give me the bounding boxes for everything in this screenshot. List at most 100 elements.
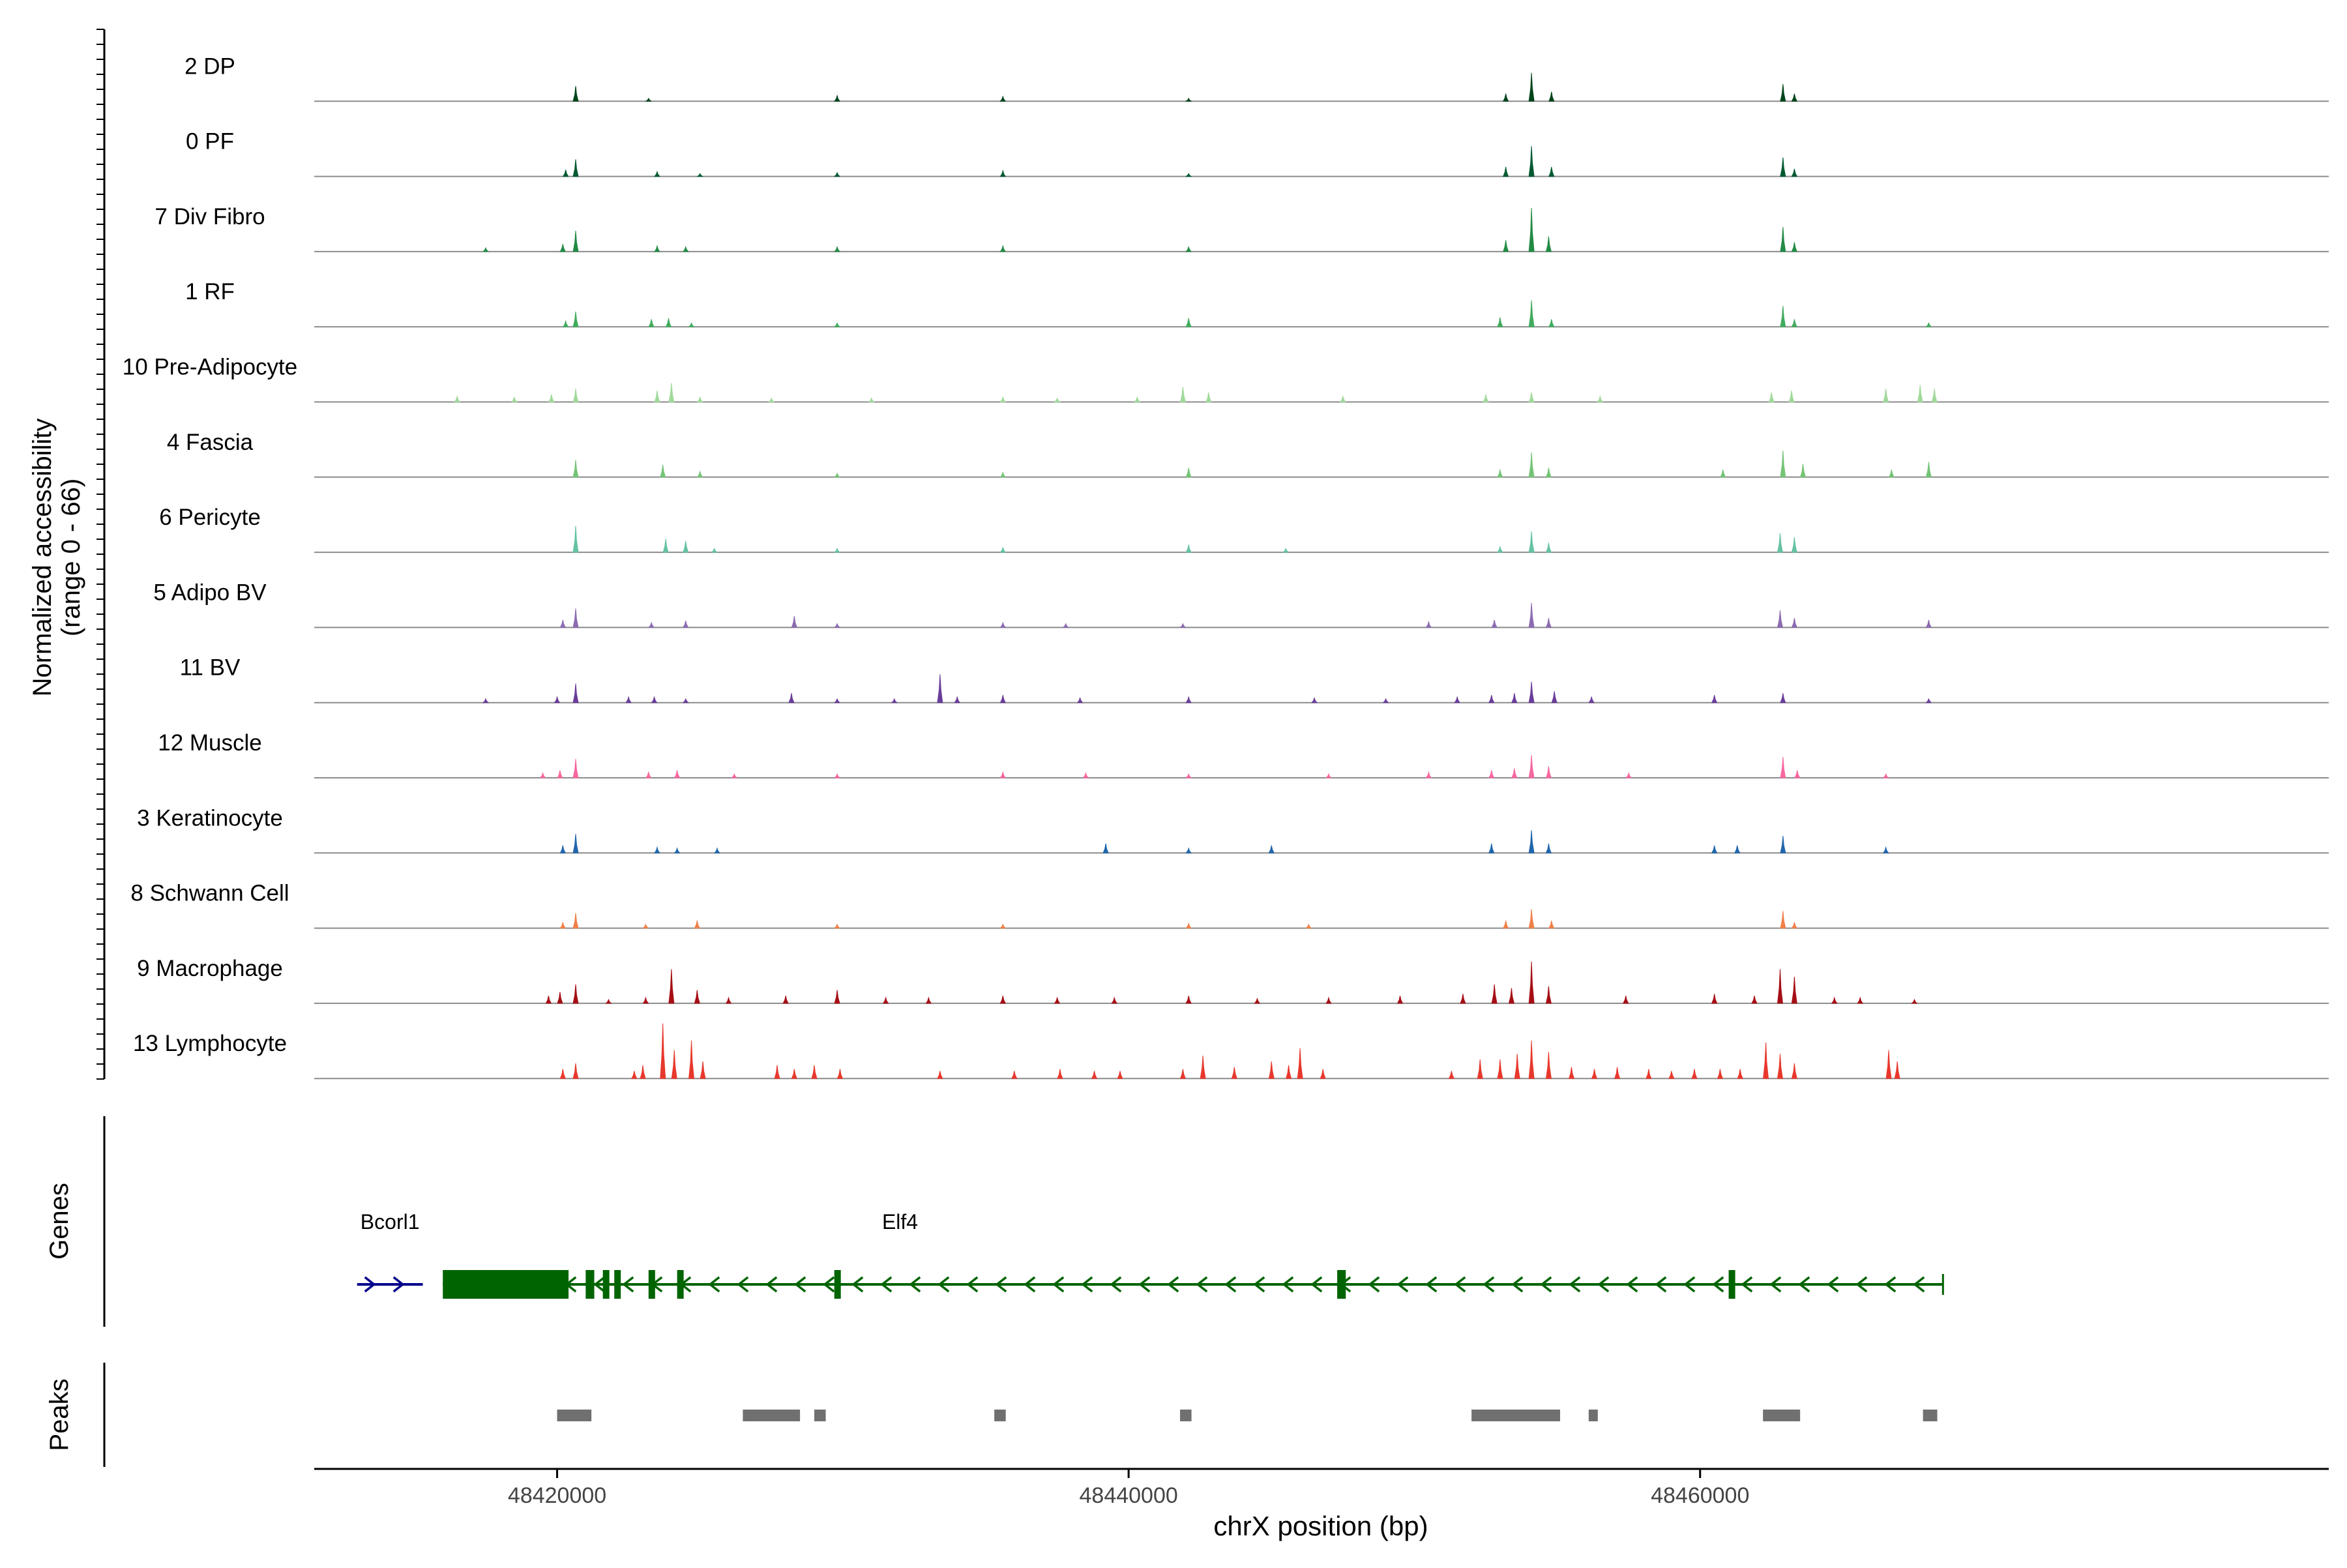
strand-arrow <box>1024 1276 1036 1293</box>
accessibility-peak <box>937 1071 943 1079</box>
accessibility-peak <box>1545 617 1552 628</box>
peak-region <box>1763 1410 1801 1421</box>
coverage-track: 4 Fascia <box>167 430 2329 478</box>
accessibility-peak <box>1185 318 1192 327</box>
accessibility-peak <box>696 173 704 177</box>
accessibility-peak <box>999 95 1007 102</box>
accessibility-peak <box>1545 542 1552 553</box>
accessibility-peak <box>1528 909 1535 929</box>
accessibility-peak <box>1545 467 1552 478</box>
peak-region <box>814 1410 826 1421</box>
accessibility-peak <box>925 996 932 1004</box>
exon-block <box>1337 1270 1346 1299</box>
coverage-track: 5 Adipo BV <box>153 580 2329 629</box>
accessibility-peak <box>1483 394 1489 402</box>
strand-arrow <box>1368 1276 1380 1293</box>
accessibility-peak <box>833 171 841 177</box>
accessibility-peak <box>1054 996 1061 1004</box>
accessibility-peak <box>1857 996 1864 1004</box>
accessibility-peak <box>1780 693 1786 703</box>
track-label: 1 RF <box>185 279 235 304</box>
accessibility-peak <box>562 170 569 177</box>
accessibility-peak <box>645 771 652 778</box>
accessibility-peak <box>642 996 649 1004</box>
accessibility-peak <box>1793 770 1801 778</box>
accessibility-peak <box>1888 469 1895 478</box>
accessibility-peak <box>645 97 653 102</box>
accessibility-peak <box>1917 385 1923 402</box>
strand-arrow <box>909 1276 921 1293</box>
y-axis <box>96 29 106 1080</box>
accessibility-peak <box>833 923 841 929</box>
accessibility-peak <box>1511 768 1518 778</box>
accessibility-peak <box>999 546 1007 553</box>
accessibility-peak <box>1711 845 1718 853</box>
accessibility-peak <box>1548 167 1555 177</box>
accessibility-peak <box>1477 1059 1483 1079</box>
track-label: 9 Macrophage <box>137 956 283 981</box>
accessibility-peak <box>640 1065 646 1079</box>
accessibility-peak <box>1791 537 1797 553</box>
accessibility-peak <box>1777 610 1784 628</box>
x-axis-tick-label: 48440000 <box>1080 1483 1178 1508</box>
accessibility-peak <box>1777 969 1783 1004</box>
strand-arrow <box>1884 1276 1897 1293</box>
accessibility-peak <box>1737 1069 1743 1079</box>
accessibility-peak <box>572 85 579 102</box>
accessibility-peak <box>1780 306 1786 327</box>
accessibility-peak <box>1117 1071 1123 1079</box>
accessibility-peak <box>714 847 720 853</box>
accessibility-peak <box>1396 996 1404 1004</box>
peak-region <box>1471 1410 1560 1421</box>
accessibility-peak <box>1448 1071 1455 1079</box>
accessibility-peak <box>1791 921 1798 929</box>
accessibility-peak <box>1777 533 1784 553</box>
accessibility-peak <box>1768 392 1775 402</box>
accessibility-peak <box>811 1065 818 1079</box>
accessibility-peak <box>683 540 689 553</box>
accessibility-peak <box>1882 773 1889 778</box>
accessibility-peak <box>1925 322 1932 327</box>
strand-arrow <box>1396 1276 1409 1293</box>
accessibility-peak <box>1179 1069 1187 1079</box>
accessibility-peak <box>1528 392 1535 402</box>
peaks-track-label: Peaks <box>45 1378 74 1451</box>
accessibility-peak <box>1528 207 1535 252</box>
accessibility-peak <box>572 1063 579 1079</box>
accessibility-peak <box>1497 1059 1503 1079</box>
strand-arrow <box>737 1276 749 1293</box>
accessibility-peak <box>572 389 579 402</box>
accessibility-peak <box>833 472 841 478</box>
accessibility-peak <box>694 990 700 1004</box>
accessibility-peak <box>1545 986 1552 1004</box>
accessibility-peak <box>1548 91 1555 102</box>
accessibility-peak <box>836 1069 844 1079</box>
accessibility-peak <box>572 758 579 778</box>
accessibility-peak <box>1528 300 1535 327</box>
accessibility-peak <box>1885 1050 1892 1079</box>
accessibility-peak <box>671 1050 677 1079</box>
accessibility-peak <box>1528 961 1535 1004</box>
accessibility-peak <box>999 923 1007 929</box>
track-label: 6 Pericyte <box>159 505 261 530</box>
accessibility-peak <box>1320 1069 1326 1079</box>
accessibility-peak <box>1185 922 1192 929</box>
accessibility-peak <box>1545 236 1552 252</box>
genes-track: Genes Bcorl1 Elf4 <box>45 1116 1944 1327</box>
coverage-track: 0 PF <box>186 129 2329 177</box>
strand-arrow <box>880 1276 893 1293</box>
accessibility-peak <box>1528 830 1535 853</box>
x-axis-tick-label: 48420000 <box>508 1483 606 1508</box>
strand-arrow <box>392 1276 405 1293</box>
accessibility-peak <box>548 394 555 402</box>
accessibility-peak <box>1883 389 1889 402</box>
accessibility-peak <box>1491 619 1498 628</box>
accessibility-peak <box>648 319 655 327</box>
accessibility-peak <box>1179 387 1187 402</box>
accessibility-peak <box>999 621 1007 628</box>
genes-track-label: Genes <box>45 1183 74 1260</box>
peak-region <box>1180 1410 1192 1421</box>
accessibility-peak <box>559 921 567 929</box>
accessibility-peak <box>834 990 840 1004</box>
coverage-track: 12 Muscle <box>158 730 2329 778</box>
